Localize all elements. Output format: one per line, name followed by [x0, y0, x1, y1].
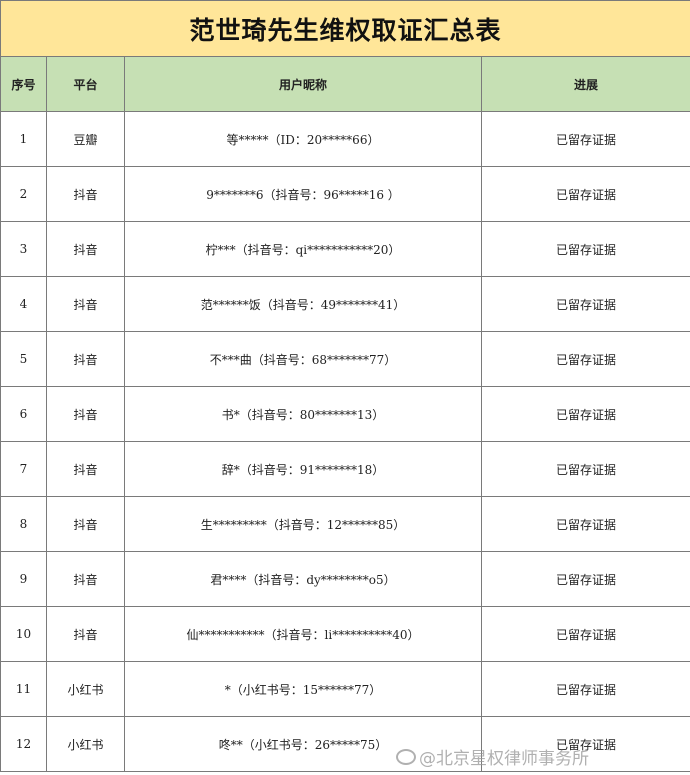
weibo-logo-icon: [396, 748, 416, 765]
cell-status: 已留存证据: [480, 606, 690, 662]
cell-platform: 小红书: [46, 661, 125, 717]
cell-user: 辞*（抖音号：91*******18）: [124, 441, 482, 497]
cell-no: 12: [0, 716, 47, 772]
table-row: 7 抖音 辞*（抖音号：91*******18） 已留存证据: [0, 441, 690, 497]
cell-platform: 抖音: [46, 441, 125, 497]
cell-platform: 抖音: [46, 606, 125, 662]
cell-user: 范******饭（抖音号：49*******41）: [124, 276, 482, 332]
watermark: @北京星权律师事务所: [396, 744, 589, 769]
cell-platform: 小红书: [46, 716, 125, 772]
cell-status: 已留存证据: [480, 716, 690, 772]
cell-status: 已留存证据: [480, 661, 690, 717]
table-row: 10 抖音 仙***********（抖音号：li**********40） 已留存证…: [0, 606, 690, 662]
cell-platform: 抖音: [46, 221, 125, 277]
table-row: 5 抖音 不***曲（抖音号：68*******77） 已留存证据: [0, 331, 690, 387]
cell-status: 已留存证据: [480, 221, 690, 277]
cell-user: 柠***（抖音号：qi***********20）: [124, 221, 482, 277]
cell-no: 7: [0, 441, 47, 497]
cell-user: 生*********（抖音号：12******85）: [124, 496, 482, 552]
cell-status: 已留存证据: [480, 441, 690, 497]
header-platform: 平台: [46, 56, 125, 112]
table-title: 范世琦先生维权取证汇总表: [0, 0, 690, 57]
cell-status: 已留存证据: [480, 166, 690, 222]
cell-user: 书*（抖音号：80*******13）: [124, 386, 482, 442]
table-row: 2 抖音 9*******6（抖音号：96*****16 ）已留存证据: [0, 166, 690, 222]
cell-status: 已留存证据: [480, 331, 690, 387]
cell-platform: 抖音: [46, 276, 125, 332]
cell-status: 已留存证据: [480, 111, 690, 167]
table-row: 3 抖音 柠***（抖音号：qi***********20） 已留存证据: [0, 221, 690, 277]
cell-user: 仙***********（抖音号：li**********40）: [124, 606, 482, 662]
cell-user: *（小红书号：15******77）: [124, 661, 482, 717]
cell-no: 10: [0, 606, 47, 662]
cell-no: 4: [0, 276, 47, 332]
cell-user: 君****（抖音号：dy********o5）: [124, 551, 482, 607]
table-row: 8 抖音 生*********（抖音号：12******85） 已留存证据: [0, 496, 690, 552]
cell-no: 5: [0, 331, 47, 387]
cell-platform: 抖音: [46, 551, 125, 607]
cell-user: 不***曲（抖音号：68*******77）: [124, 331, 482, 387]
table-row: 12 小红书 咚**（小红书号：26*****75） 已留存证据: [0, 716, 690, 772]
cell-no: 3: [0, 221, 47, 277]
cell-no: 6: [0, 386, 47, 442]
cell-status: 已留存证据: [480, 386, 690, 442]
cell-no: 9: [0, 551, 47, 607]
cell-no: 11: [0, 661, 47, 717]
table-row: 11 小红书 *（小红书号：15******77） 已留存证据: [0, 661, 690, 717]
cell-no: 8: [0, 496, 47, 552]
table-row: 1 豆瓣 等*****（ID：20*****66） 已留存证据: [0, 111, 690, 167]
header-user: 用户昵称: [124, 56, 482, 112]
table-row: 4 抖音 范******饭（抖音号：49*******41） 已留存证据: [0, 276, 690, 332]
cell-user: 等*****（ID：20*****66）: [124, 111, 482, 167]
cell-platform: 抖音: [46, 331, 125, 387]
cell-platform: 抖音: [46, 386, 125, 442]
table-row: 6 抖音 书*（抖音号：80*******13） 已留存证据: [0, 386, 690, 442]
watermark-text: @北京星权律师事务所: [419, 749, 589, 769]
cell-user: 9*******6（抖音号：96*****16 ）: [124, 166, 482, 222]
cell-no: 1: [0, 111, 47, 167]
cell-no: 2: [0, 166, 47, 222]
table-row: 9 抖音 君****（抖音号：dy********o5） 已留存证据: [0, 551, 690, 607]
cell-platform: 抖音: [46, 166, 125, 222]
cell-status: 已留存证据: [480, 276, 690, 332]
cell-platform: 豆瓣: [46, 111, 125, 167]
header-no: 序号: [0, 56, 47, 112]
cell-platform: 抖音: [46, 496, 125, 552]
header-status: 进展: [480, 56, 690, 112]
cell-status: 已留存证据: [480, 551, 690, 607]
cell-status: 已留存证据: [480, 496, 690, 552]
